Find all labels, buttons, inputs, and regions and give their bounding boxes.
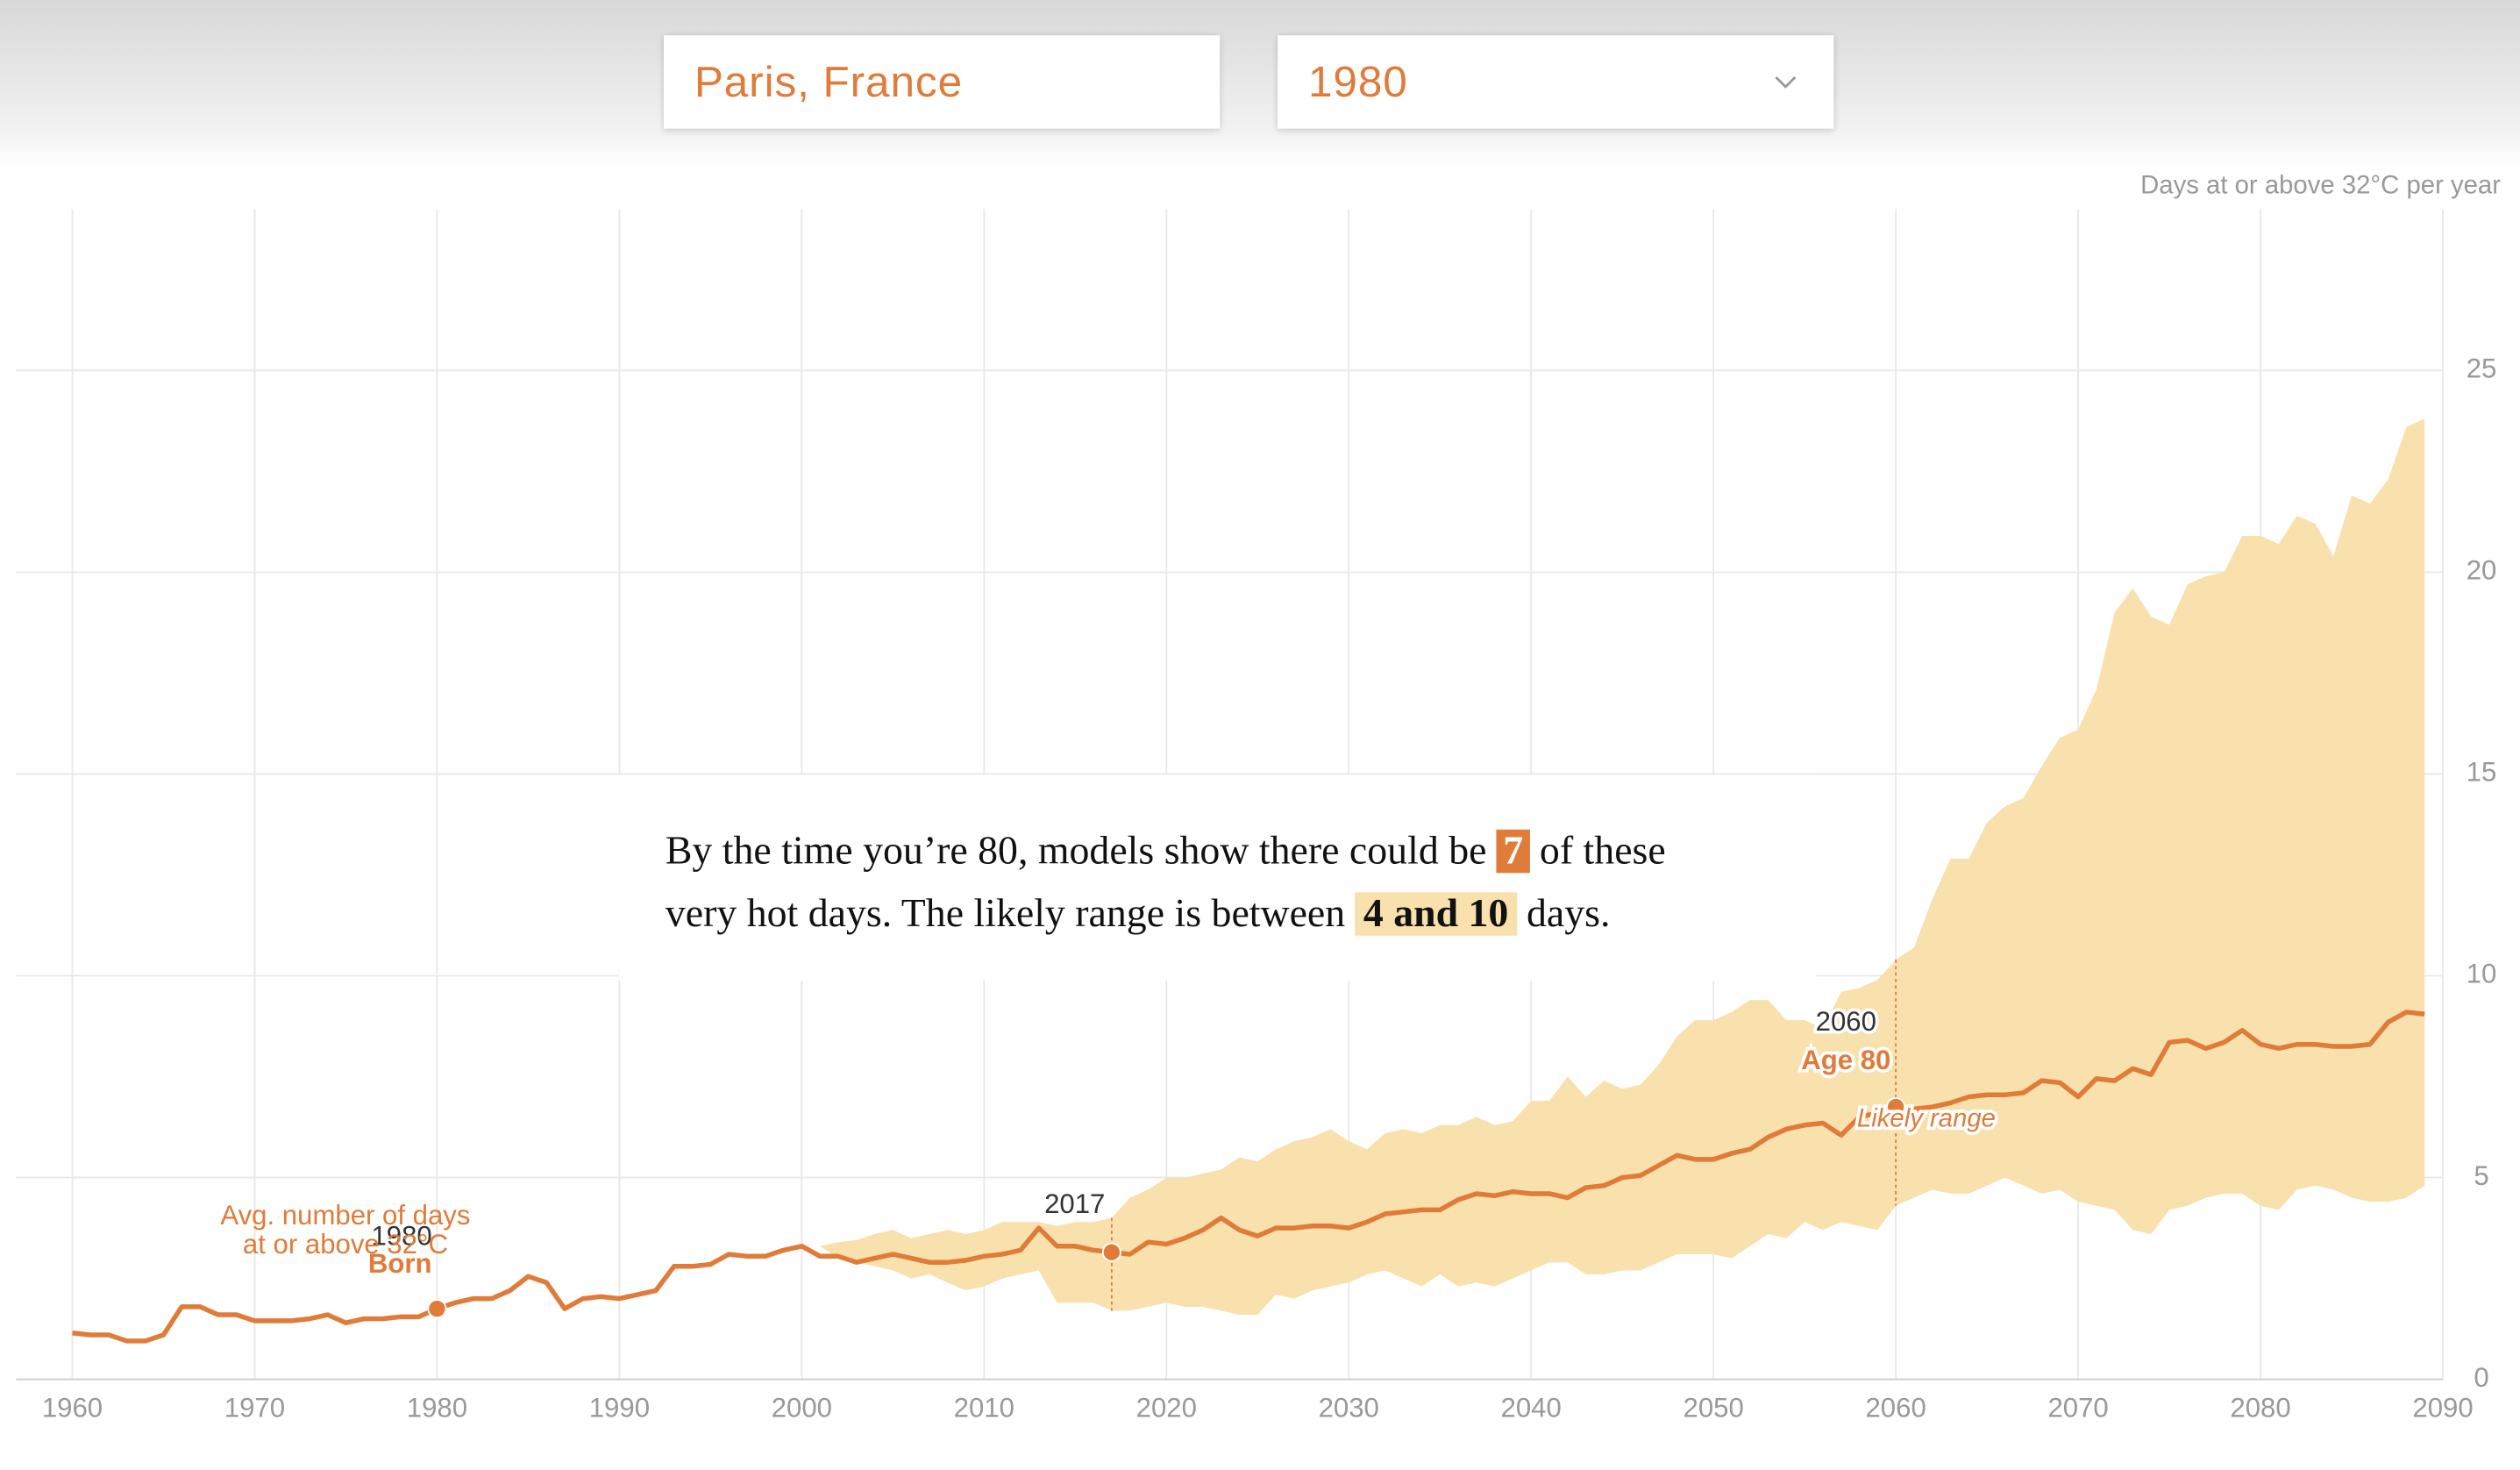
narrative: By the time you’re 80, models show there… bbox=[618, 774, 1817, 981]
year-text: 1980 bbox=[1307, 57, 1408, 106]
y-tick-label: 20 bbox=[2467, 555, 2497, 586]
annotation: at or above 32°C bbox=[243, 1229, 448, 1259]
text: very hot days. The likely range is betwe… bbox=[665, 892, 1346, 936]
y-tick-label: 0 bbox=[2474, 1362, 2488, 1393]
x-tick-label: 1980 bbox=[407, 1393, 467, 1424]
range-highlight: 4 and 10 bbox=[1355, 892, 1517, 936]
annotation: Likely range bbox=[1857, 1103, 1996, 1132]
annotation: Avg. number of days bbox=[220, 1200, 470, 1231]
x-tick-label: 2020 bbox=[1136, 1393, 1197, 1424]
x-tick-label: 2030 bbox=[1319, 1393, 1379, 1424]
x-tick-label: 1990 bbox=[589, 1393, 650, 1424]
x-tick-label: 2000 bbox=[772, 1393, 832, 1424]
y-tick-label: 10 bbox=[2467, 959, 2497, 989]
marker bbox=[1886, 1097, 1906, 1117]
y-tick-label: 15 bbox=[2467, 757, 2497, 788]
marker bbox=[427, 1299, 447, 1319]
header bbox=[0, 0, 2520, 169]
y-axis-label: Days at or above 32°C per year bbox=[2140, 170, 2501, 199]
x-tick-label: 2040 bbox=[1501, 1393, 1562, 1424]
annotation: 2060 bbox=[1816, 1006, 1876, 1037]
value-highlight: 7 bbox=[1496, 829, 1530, 874]
text: days. bbox=[1526, 892, 1611, 936]
x-tick-label: 2070 bbox=[2047, 1393, 2108, 1424]
x-tick-label: 2090 bbox=[2412, 1393, 2473, 1424]
annotation: 2017 bbox=[1044, 1188, 1105, 1219]
year-select[interactable]: 1980 bbox=[1278, 35, 1834, 129]
location-input[interactable]: Paris, France bbox=[663, 35, 1221, 129]
y-tick-label: 5 bbox=[2474, 1160, 2488, 1191]
x-tick-label: 2010 bbox=[954, 1393, 1014, 1424]
x-tick-label: 2050 bbox=[1684, 1393, 1744, 1424]
y-tick-label: 25 bbox=[2467, 353, 2497, 384]
annotation: 1980 bbox=[371, 1221, 431, 1252]
x-tick-label: 1960 bbox=[42, 1393, 103, 1424]
marker bbox=[1101, 1242, 1121, 1262]
chevron bbox=[1775, 76, 1797, 89]
location-text: Paris, France bbox=[694, 57, 964, 106]
x-tick-label: 2080 bbox=[2230, 1393, 2290, 1424]
line bbox=[72, 1010, 2425, 1344]
text: By the time you’re 80, models show there… bbox=[665, 829, 1487, 874]
annotation: Age 80 bbox=[1801, 1045, 1890, 1075]
x-tick-label: 2060 bbox=[1865, 1393, 1926, 1424]
text: of these bbox=[1539, 829, 1666, 874]
x-tick-label: 1970 bbox=[224, 1393, 285, 1424]
annotation: Born bbox=[368, 1248, 432, 1279]
